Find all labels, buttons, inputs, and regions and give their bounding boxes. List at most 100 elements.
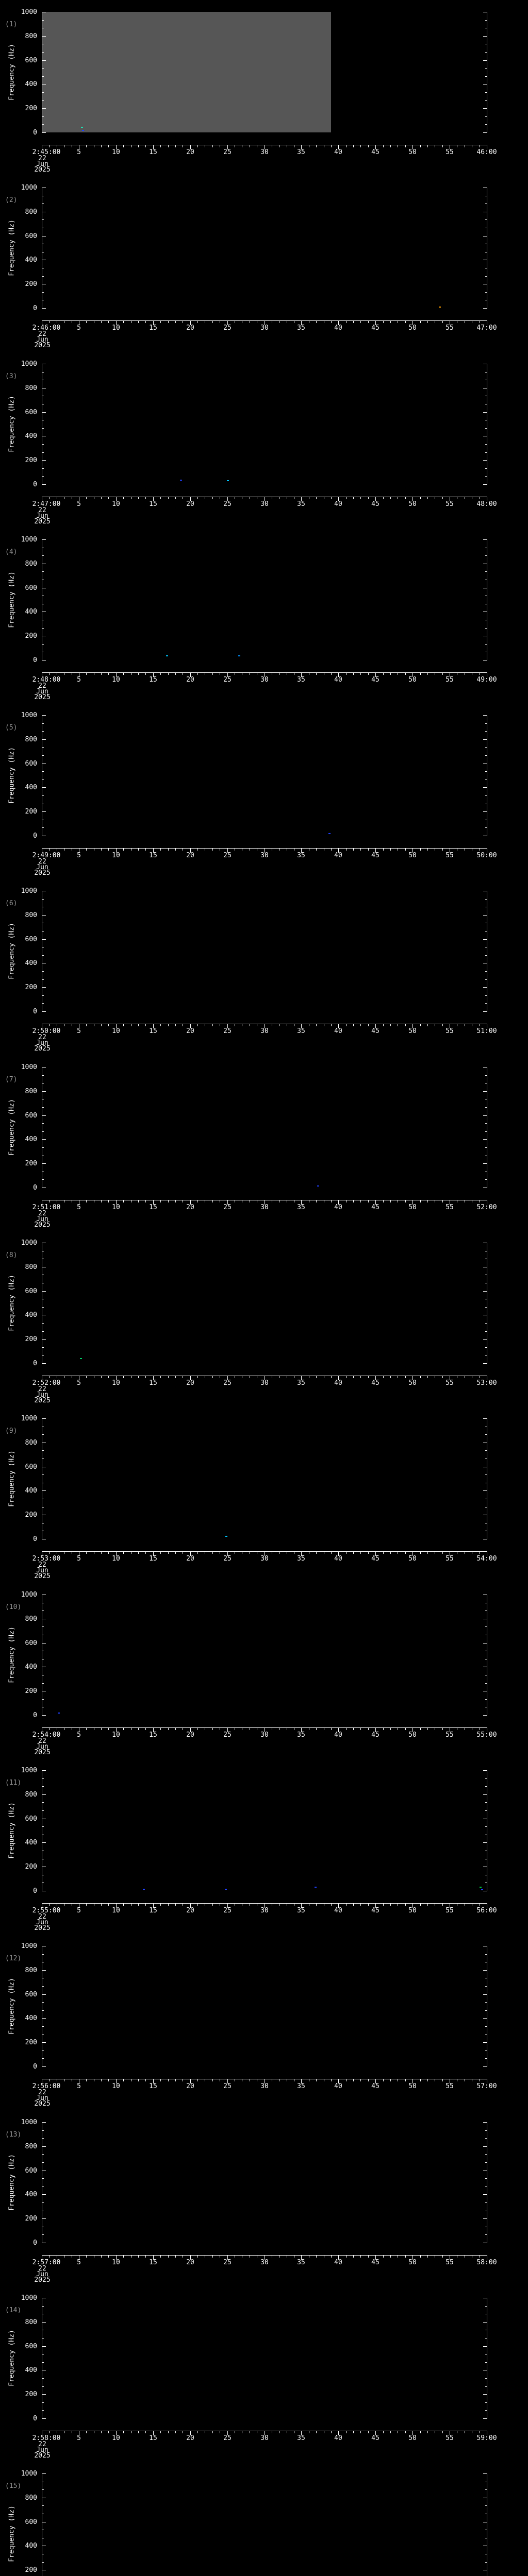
x-minor-tick xyxy=(353,1903,354,1906)
x-tick-label: 55 xyxy=(446,1379,454,1387)
x-minor-tick xyxy=(108,1024,109,1026)
panel-number-label: (1) xyxy=(5,21,18,28)
x-minor-tick xyxy=(442,1903,443,1906)
y-minor-tick xyxy=(485,899,487,900)
x-minor-tick xyxy=(331,1200,332,1202)
y-minor-tick xyxy=(42,1107,44,1108)
date-line: Jun xyxy=(36,512,48,520)
y-minor-tick xyxy=(42,219,44,220)
x-minor-tick xyxy=(197,320,198,323)
x-minor-tick xyxy=(175,672,176,675)
x-minor-tick xyxy=(353,1727,354,1730)
x-minor-tick xyxy=(420,2431,421,2433)
x-minor-tick xyxy=(123,672,124,675)
y-minor-tick xyxy=(485,276,487,277)
x-minor-tick xyxy=(368,2079,369,2081)
x-tick-label: 15 xyxy=(149,1731,157,1739)
x-major-tick xyxy=(412,1376,413,1380)
y-minor-tick xyxy=(42,628,44,629)
x-major-tick xyxy=(190,2255,191,2260)
x-tick-label: 35 xyxy=(297,2082,305,2090)
x-tick-label: 5 xyxy=(77,1379,81,1387)
y-major-tick xyxy=(42,1418,46,1419)
x-minor-tick xyxy=(138,145,139,147)
x-tick-label: 10 xyxy=(112,1379,120,1387)
y-minor-tick xyxy=(42,1331,44,1332)
x-major-tick xyxy=(301,848,302,853)
x-tick-label: 45 xyxy=(371,148,380,156)
x-minor-tick xyxy=(360,1727,361,1730)
x-minor-tick xyxy=(197,1903,198,1906)
x-major-tick xyxy=(412,2431,413,2435)
y-tick-label: 200 xyxy=(25,1335,37,1343)
x-minor-tick xyxy=(442,320,443,323)
x-tick-label: 5 xyxy=(77,676,81,684)
y-tick-label: 0 xyxy=(33,1184,37,1192)
date-line: Jun xyxy=(36,2446,48,2454)
x-minor-tick xyxy=(427,320,428,323)
x-minor-tick xyxy=(420,1903,421,1906)
x-major-tick xyxy=(190,2431,191,2435)
x-tick-label: 55 xyxy=(446,1731,454,1739)
date-line: 2025 xyxy=(34,1397,51,1404)
date-line: 2025 xyxy=(34,166,51,174)
y-minor-tick xyxy=(42,1147,44,1148)
x-minor-tick xyxy=(383,672,384,675)
x-major-tick xyxy=(116,1727,117,1732)
x-minor-tick xyxy=(212,1727,213,1730)
x-minor-tick xyxy=(360,1551,361,1554)
y-tick-label: 600 xyxy=(25,584,37,592)
x-minor-tick xyxy=(316,2079,317,2081)
y-minor-tick xyxy=(42,2154,44,2155)
date-line: 22 xyxy=(38,1210,46,1217)
y-major-tick xyxy=(42,2473,46,2474)
x-minor-tick xyxy=(145,1200,146,1202)
x-minor-tick xyxy=(442,2079,443,2081)
x-tick-label: 25 xyxy=(223,1907,232,1914)
x-major-tick xyxy=(375,1024,376,1028)
x-minor-tick xyxy=(123,1903,124,1906)
x-tick-label: 40 xyxy=(334,148,342,156)
y-minor-tick xyxy=(485,723,487,724)
y-major-tick xyxy=(42,2018,46,2019)
detection-event-marker xyxy=(225,1889,227,1890)
date-line: 22 xyxy=(38,858,46,866)
detection-event-marker xyxy=(80,1358,82,1359)
x-minor-tick xyxy=(123,1551,124,1554)
x-tick-label: 30 xyxy=(260,1379,269,1387)
spectrogram-panel: (2) Frequency (Hz) 0 200 400 600 800 1000 5 10 15 2… xyxy=(0,176,528,351)
x-tick-label: 55 xyxy=(446,324,454,332)
x-end-time-label: 49:00 xyxy=(476,676,497,684)
date-line: 22 xyxy=(38,1913,46,1921)
x-major-tick xyxy=(227,2431,228,2435)
x-minor-tick xyxy=(331,848,332,851)
y-minor-tick xyxy=(485,827,487,828)
x-minor-tick xyxy=(197,1200,198,1202)
x-minor-tick xyxy=(427,848,428,851)
x-minor-tick xyxy=(360,1376,361,1378)
x-major-tick xyxy=(190,848,191,853)
y-minor-tick xyxy=(42,444,44,445)
x-tick-label: 50 xyxy=(408,1731,417,1739)
y-minor-tick xyxy=(485,1810,487,1811)
y-major-tick xyxy=(483,715,487,716)
x-end-time-label: 55:00 xyxy=(476,1731,497,1739)
x-tick-label: 55 xyxy=(446,2259,454,2266)
x-minor-tick xyxy=(108,1200,109,1202)
y-major-tick xyxy=(42,36,46,37)
date-line: Jun xyxy=(36,160,48,168)
y-major-tick xyxy=(483,2018,487,2019)
x-start-time-label: 2:53:00 xyxy=(32,1555,61,1563)
x-minor-tick xyxy=(420,672,421,675)
x-major-tick xyxy=(338,1727,339,1732)
x-tick-label: 55 xyxy=(446,148,454,156)
y-major-tick xyxy=(483,484,487,485)
x-minor-tick xyxy=(160,2079,161,2081)
x-minor-tick xyxy=(212,848,213,851)
x-minor-tick xyxy=(168,1200,169,1202)
y-major-tick xyxy=(42,2218,46,2219)
x-minor-tick xyxy=(212,2079,213,2081)
y-minor-tick xyxy=(42,2410,44,2411)
date-label: 22 Jun 2025 xyxy=(26,155,58,174)
x-tick-label: 10 xyxy=(112,1204,120,1211)
